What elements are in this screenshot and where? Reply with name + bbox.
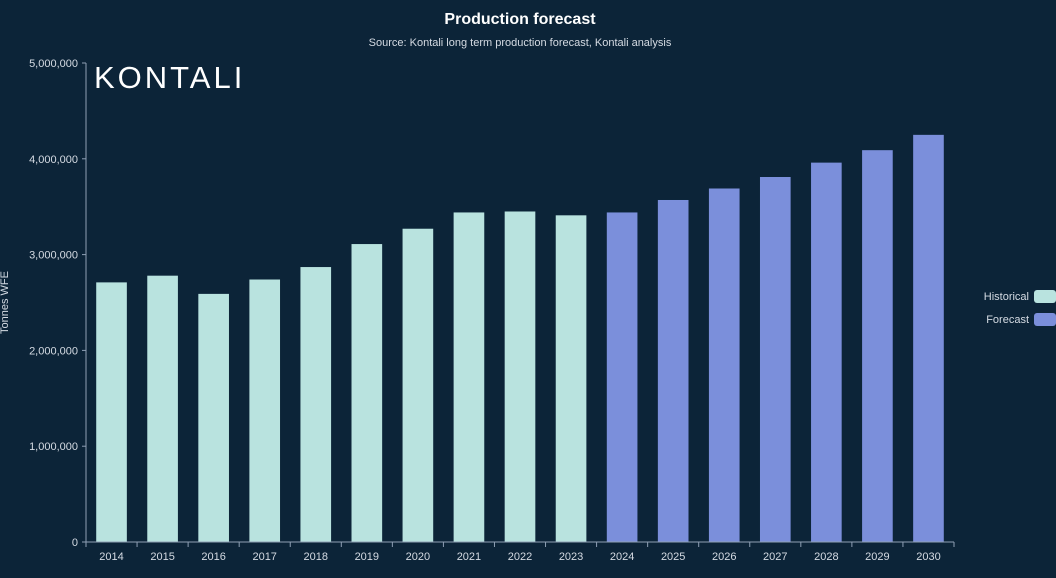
x-tick-label: 2026 bbox=[712, 551, 736, 563]
x-tick-label: 2014 bbox=[99, 551, 123, 563]
bars-group bbox=[96, 134, 944, 543]
bar-2030 bbox=[913, 134, 944, 542]
y-tick-label: 5,000,000 bbox=[29, 58, 78, 70]
y-tick-label: 0 bbox=[72, 537, 78, 549]
y-axis-ticks: 0 1,000,000 2,000,000 3,000,000 4,000,000 5,0… bbox=[29, 58, 86, 549]
bar-2027 bbox=[759, 177, 791, 542]
x-tick-label: 2027 bbox=[763, 551, 787, 563]
bar-2016 bbox=[198, 293, 229, 542]
y-tick-label: 2,000,000 bbox=[29, 345, 78, 357]
x-tick-label: 2017 bbox=[252, 551, 276, 563]
legend-label-forecast: Forecast bbox=[986, 314, 1029, 326]
x-tick-label: 2020 bbox=[406, 551, 430, 563]
x-tick-label: 2021 bbox=[457, 551, 481, 563]
chart-title: Production forecast bbox=[444, 11, 596, 28]
legend-label-historical: Historical bbox=[984, 291, 1029, 303]
bar-2015 bbox=[147, 275, 178, 542]
x-tick-label: 2022 bbox=[508, 551, 532, 563]
x-tick-label: 2019 bbox=[355, 551, 379, 563]
bar-2024 bbox=[606, 212, 638, 542]
x-tick-label: 2028 bbox=[814, 551, 838, 563]
bar-2025 bbox=[657, 199, 689, 543]
x-tick-label: 2025 bbox=[661, 551, 685, 563]
y-tick-label: 3,000,000 bbox=[29, 250, 78, 262]
y-axis-label: Tonnes WFE bbox=[0, 271, 11, 334]
bar-2019 bbox=[351, 244, 383, 542]
kontali-logo: KONTALI bbox=[94, 60, 245, 95]
legend-swatch-forecast bbox=[1034, 313, 1056, 326]
bar-2022 bbox=[504, 211, 536, 543]
x-tick-label: 2015 bbox=[150, 551, 174, 563]
x-tick-label: 2016 bbox=[201, 551, 225, 563]
y-tick-label: 1,000,000 bbox=[29, 441, 78, 453]
legend-swatch-historical bbox=[1034, 290, 1056, 303]
x-tick-label: 2023 bbox=[559, 551, 583, 563]
bar-2017 bbox=[249, 279, 281, 542]
bar-2026 bbox=[708, 188, 740, 542]
bar-2018 bbox=[300, 267, 332, 542]
bar-2023 bbox=[555, 215, 587, 542]
x-tick-label: 2024 bbox=[610, 551, 634, 563]
x-tick-label: 2018 bbox=[304, 551, 328, 563]
legend: Historical Forecast bbox=[984, 290, 1056, 326]
bar-2029 bbox=[862, 150, 893, 542]
x-tick-label: 2030 bbox=[916, 551, 940, 563]
bar-2020 bbox=[402, 228, 434, 543]
bar-2014 bbox=[96, 282, 127, 542]
bar-2021 bbox=[453, 212, 485, 542]
x-tick-label: 2029 bbox=[865, 551, 889, 563]
x-axis-ticks: 2014 2015 2016 2017 2018 2019 2020 2021 2022 2023… bbox=[85, 542, 955, 563]
y-tick-label: 4,000,000 bbox=[29, 154, 78, 166]
chart-subtitle: Source: Kontali long term production for… bbox=[369, 37, 672, 49]
bar-2028 bbox=[811, 162, 842, 542]
